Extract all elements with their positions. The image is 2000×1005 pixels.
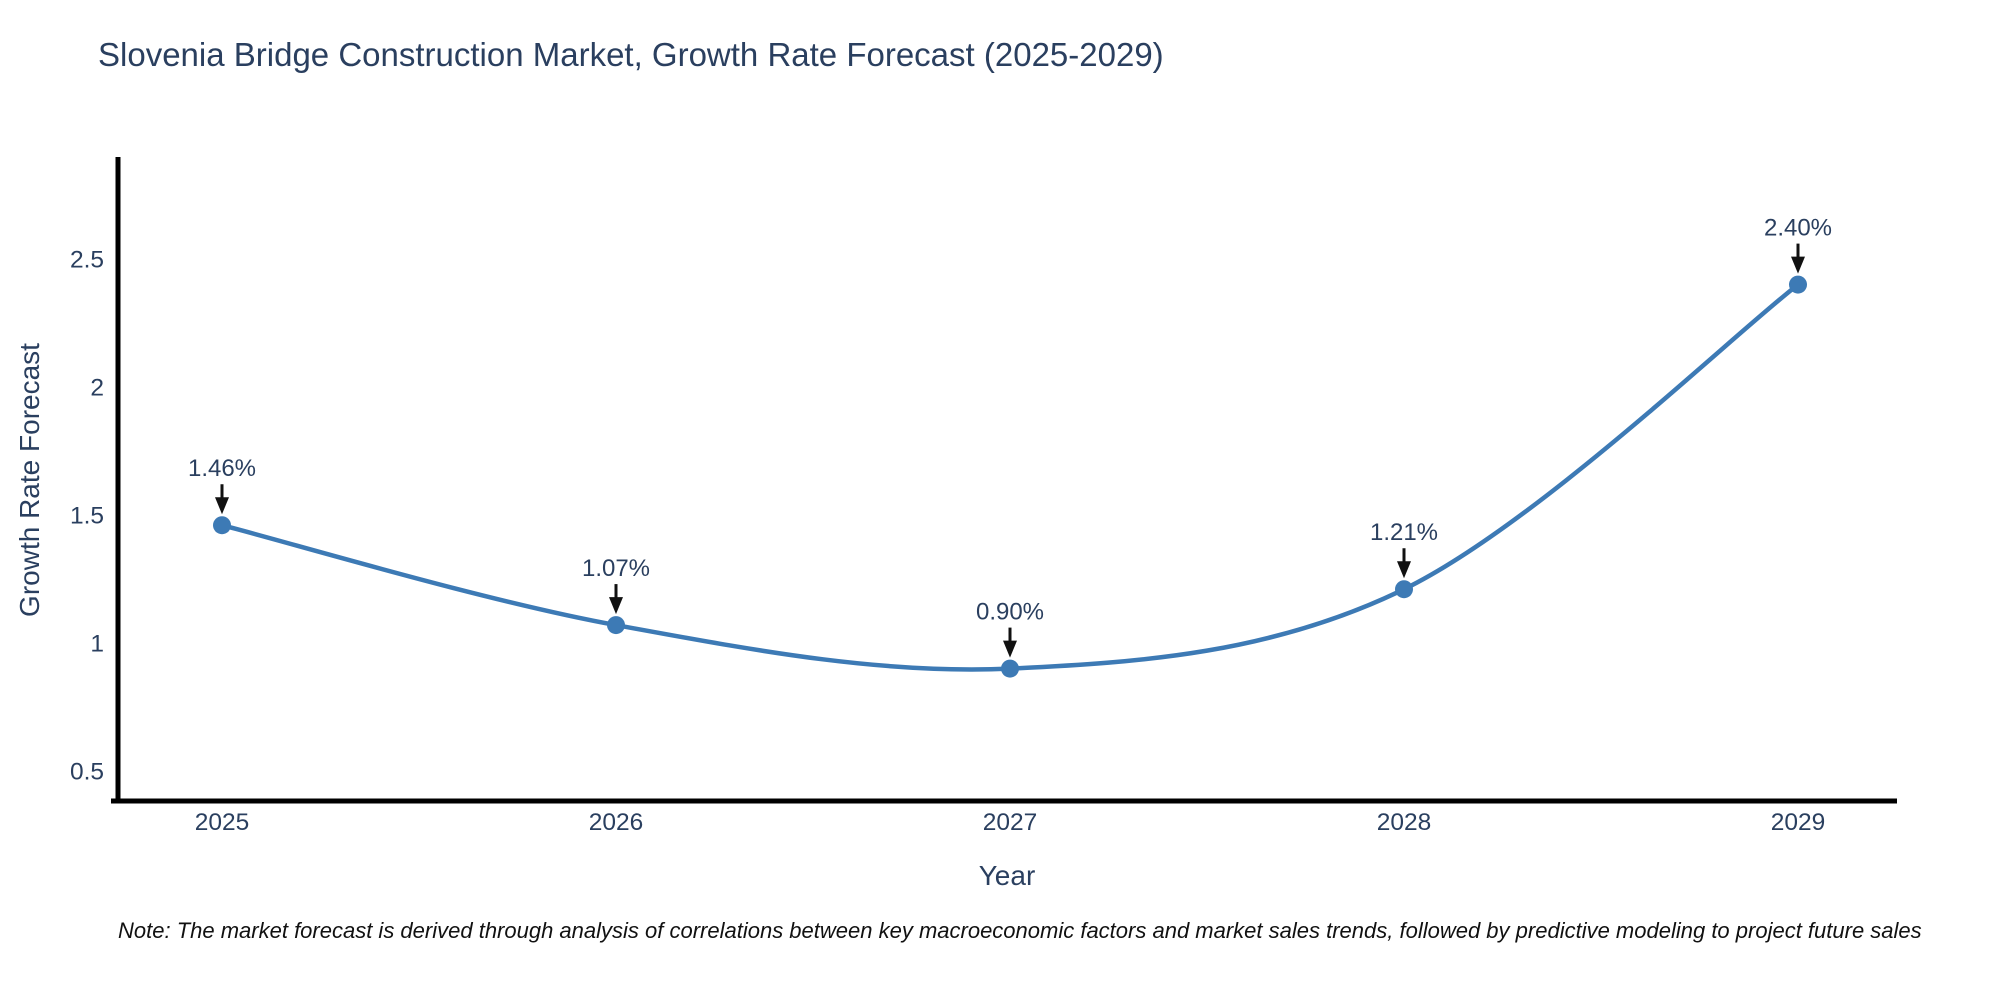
methodology-note: Note: The market forecast is derived thr… — [118, 918, 1922, 943]
data-point-marker[interactable] — [1789, 275, 1807, 294]
annotation-arrow-head-icon — [215, 497, 229, 515]
y-tick-label: 2.5 — [70, 247, 104, 274]
data-point-marker[interactable] — [1395, 580, 1413, 599]
x-tick-label: 2025 — [195, 809, 250, 836]
annotation-arrow-head-icon — [609, 597, 623, 615]
chart-title: Slovenia Bridge Construction Market, Gro… — [98, 36, 1164, 73]
x-tick-label: 2028 — [1377, 809, 1432, 836]
data-point-label: 1.46% — [188, 455, 256, 482]
data-point-marker[interactable] — [1001, 659, 1019, 678]
y-tick-label: 1.5 — [70, 503, 104, 530]
annotation-arrow-head-icon — [1397, 561, 1411, 579]
y-tick-label: 0.5 — [70, 759, 104, 786]
y-tick-label: 2 — [90, 375, 104, 402]
data-point-label: 0.90% — [976, 599, 1044, 626]
x-tick-label: 2027 — [983, 809, 1038, 836]
annotation-arrow-head-icon — [1791, 256, 1805, 274]
trend-line — [219, 282, 1801, 672]
data-point-label: 1.07% — [582, 555, 650, 582]
annotation-arrow-head-icon — [1003, 640, 1017, 658]
x-tick-label: 2026 — [589, 809, 644, 836]
data-point-marker[interactable] — [213, 516, 231, 535]
data-point-label: 2.40% — [1764, 215, 1832, 242]
y-tick-label: 1 — [90, 631, 104, 658]
x-tick-label: 2029 — [1771, 809, 1826, 836]
data-point-label: 1.21% — [1370, 519, 1438, 546]
x-axis-title: Year — [979, 860, 1036, 891]
data-point-marker[interactable] — [607, 616, 625, 635]
y-axis-title: Growth Rate Forecast — [14, 343, 45, 617]
